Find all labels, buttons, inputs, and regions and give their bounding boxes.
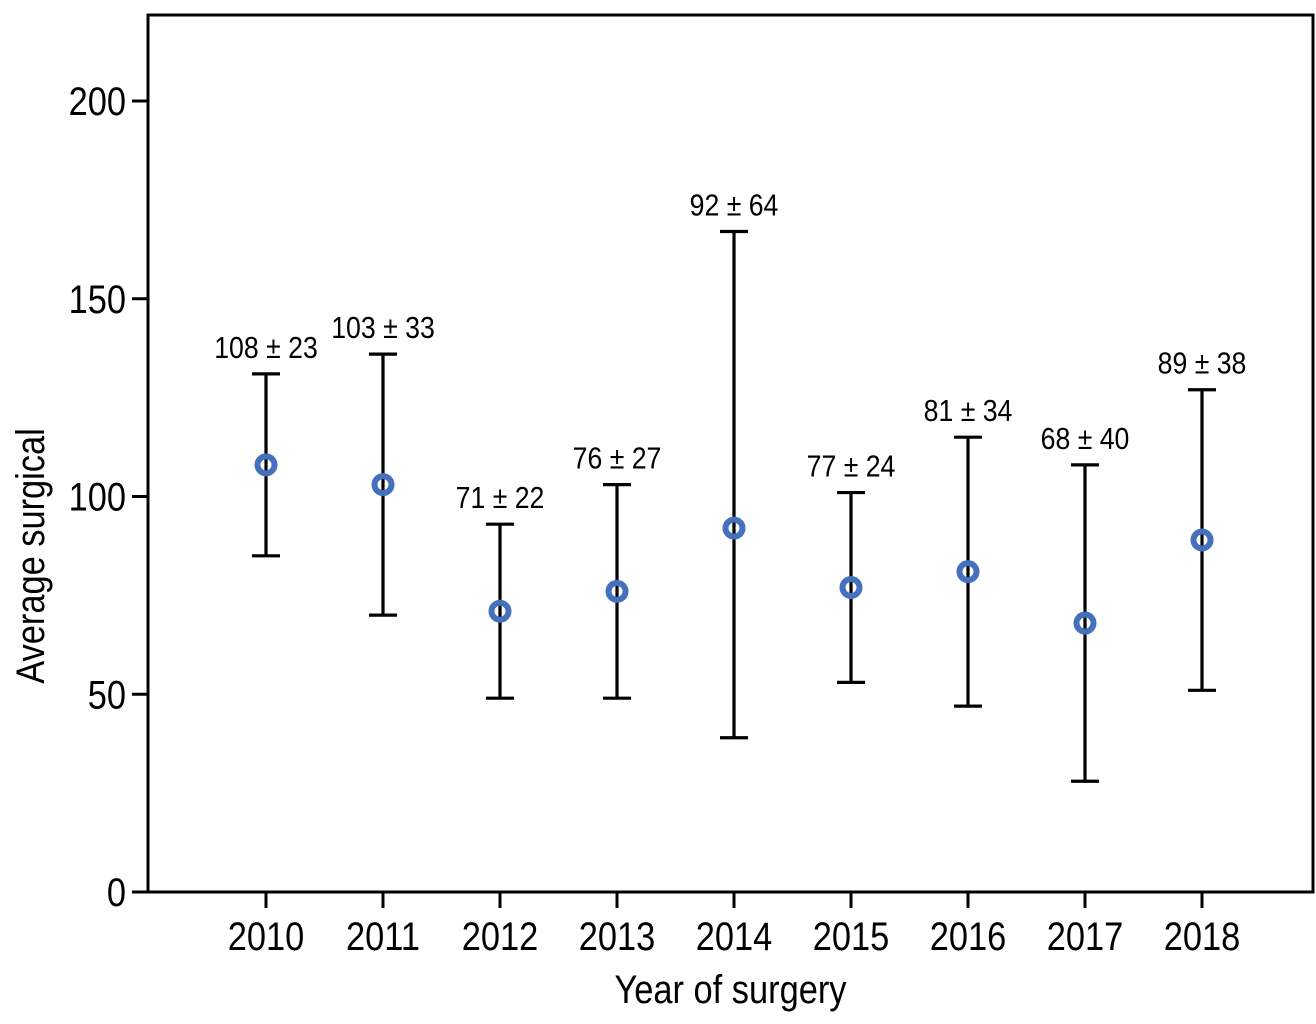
x-tick-label: 2015 <box>813 914 890 959</box>
x-tick-label-wrap: 2014 <box>696 914 773 959</box>
data-point-label-wrap: 81 ± 34 <box>924 394 1013 428</box>
data-point-label: 71 ± 22 <box>456 481 545 515</box>
x-tick-label: 2010 <box>228 914 305 959</box>
x-tick-label: 2011 <box>346 914 420 959</box>
x-tick-label: 2013 <box>579 914 656 959</box>
x-axis-title: Year of surgery <box>615 967 847 1012</box>
data-point-marker <box>488 599 512 623</box>
y-tick-label: 100 <box>69 474 126 519</box>
data-point-label-wrap: 89 ± 38 <box>1158 347 1247 381</box>
data-point-label-wrap: 108 ± 23 <box>214 331 318 365</box>
data-point-marker <box>956 560 980 584</box>
data-point-label-wrap: 92 ± 64 <box>690 189 779 223</box>
data-point-marker <box>605 579 629 603</box>
x-tick-label-wrap: 2017 <box>1047 914 1124 959</box>
y-tick-label-wrap: 200 <box>69 79 126 124</box>
data-point-marker <box>1190 528 1214 552</box>
data-point-label-wrap: 103 ± 33 <box>331 311 435 345</box>
x-tick-label-wrap: 2013 <box>579 914 656 959</box>
data-point-label: 89 ± 38 <box>1158 347 1247 381</box>
data-point-label: 68 ± 40 <box>1041 422 1130 456</box>
x-tick-label: 2017 <box>1047 914 1124 959</box>
y-tick-label: 0 <box>107 870 126 915</box>
x-tick-label-wrap: 2010 <box>228 914 305 959</box>
data-point-marker <box>839 575 863 599</box>
x-axis-title-wrap: Year of surgery <box>615 967 847 1012</box>
x-tick-label-wrap: 2011 <box>346 914 420 959</box>
data-point-marker <box>254 453 278 477</box>
y-tick-label-wrap: 100 <box>69 474 126 519</box>
y-tick-label: 200 <box>69 79 126 124</box>
x-tick-label-wrap: 2016 <box>930 914 1007 959</box>
y-axis-title: Average surgical <box>8 428 53 684</box>
y-axis-title-wrap: Average surgical <box>8 428 53 684</box>
x-tick-label: 2012 <box>462 914 539 959</box>
data-point-label: 77 ± 24 <box>807 450 896 484</box>
data-point-label-wrap: 68 ± 40 <box>1041 422 1130 456</box>
y-tick-label-wrap: 150 <box>69 276 126 321</box>
y-tick-label: 50 <box>88 672 126 717</box>
data-point-label: 92 ± 64 <box>690 189 779 223</box>
data-point-label: 81 ± 34 <box>924 394 1013 428</box>
x-tick-label-wrap: 2015 <box>813 914 890 959</box>
data-point-label: 108 ± 23 <box>214 331 318 365</box>
y-tick-label-wrap: 50 <box>88 672 126 717</box>
y-tick-label-wrap: 0 <box>107 870 126 915</box>
data-point-label: 76 ± 27 <box>573 442 662 476</box>
x-tick-label-wrap: 2012 <box>462 914 539 959</box>
plot-frame <box>146 13 1315 894</box>
y-tick-label: 150 <box>69 276 126 321</box>
data-point-marker <box>371 473 395 497</box>
data-point-label-wrap: 76 ± 27 <box>573 442 662 476</box>
data-point-marker <box>722 516 746 540</box>
data-point-label-wrap: 77 ± 24 <box>807 450 896 484</box>
data-point-label-wrap: 71 ± 22 <box>456 481 545 515</box>
x-tick-label: 2018 <box>1164 914 1241 959</box>
data-point-marker <box>1073 611 1097 635</box>
x-tick-label: 2014 <box>696 914 773 959</box>
data-point-label: 103 ± 33 <box>331 311 435 345</box>
x-tick-label: 2016 <box>930 914 1007 959</box>
x-tick-label-wrap: 2018 <box>1164 914 1241 959</box>
